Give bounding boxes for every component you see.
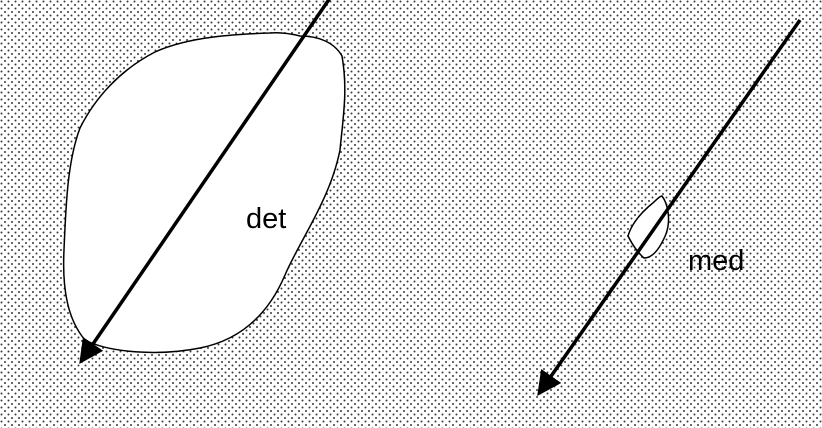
left-arrow: [79, 0, 331, 365]
small-region: [627, 195, 670, 259]
right-arrow: [537, 18, 802, 397]
label-det: det: [246, 203, 286, 235]
label-med: med: [688, 245, 744, 277]
